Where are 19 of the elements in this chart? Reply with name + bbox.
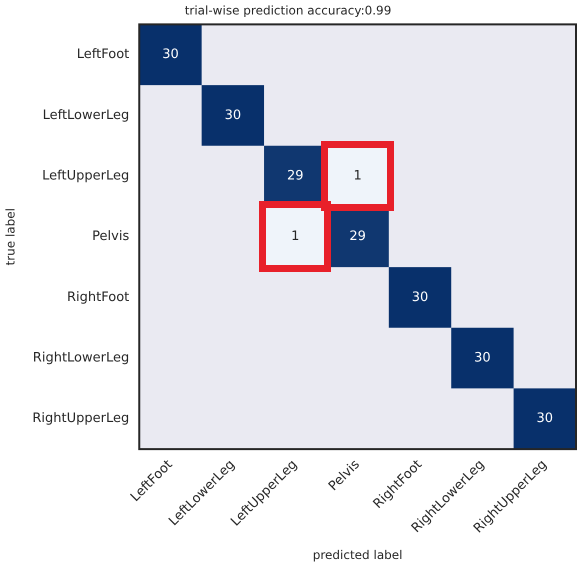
chart-title: trial-wise prediction accuracy:0.99: [184, 3, 392, 18]
y-tick-label: LeftLowerLeg: [42, 108, 130, 123]
y-axis-title: true label: [3, 208, 18, 266]
data-label: 30: [536, 411, 554, 426]
y-tick-label: Pelvis: [92, 229, 130, 244]
data-label: 30: [224, 108, 242, 123]
data-label: 30: [412, 290, 428, 305]
x-axis-title: predicted label: [312, 548, 403, 562]
data-label: 1: [291, 229, 300, 244]
y-tick-label: LeftUpperLeg: [42, 168, 130, 184]
y-tick-label: LeftFoot: [76, 47, 130, 62]
data-label: 30: [162, 47, 179, 62]
data-label: 1: [353, 168, 362, 184]
data-label: 30: [474, 350, 491, 366]
data-label: 29: [349, 229, 366, 244]
y-tick-label: RightFoot: [66, 290, 130, 305]
data-label: 29: [286, 168, 304, 184]
y-tick-label: RightLowerLeg: [32, 350, 130, 366]
y-tick-label: RightUpperLeg: [32, 411, 130, 426]
